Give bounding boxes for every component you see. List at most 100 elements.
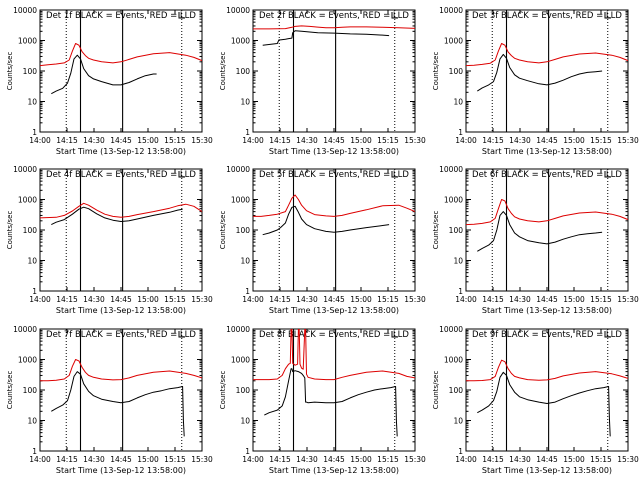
y-tick-label: 1000 [444,196,463,205]
x-axis-label: Start Time (13-Sep-12 13:58:00) [56,306,186,315]
x-axis-label: Start Time (13-Sep-12 13:58:00) [269,466,399,475]
series-lld [40,43,202,67]
x-tick-label: 14:45 [110,295,132,304]
chart-panel-8: Det 8f BLACK = Events, RED = LLD 14:00 14:… [219,325,426,475]
chart-title: Det 8f BLACK = Events, RED = LLD [259,330,409,340]
y-tick-label: 100 [236,226,251,235]
x-tick-label: 14:00 [455,455,477,464]
series-events [477,211,603,252]
y-tick-label: 10000 [226,165,250,174]
series-events [262,30,390,46]
y-tick-label: 10000 [13,6,37,15]
chart-title: Det 5f BLACK = Events, RED = LLD [259,170,409,180]
y-tick-label: 1 [32,447,37,456]
x-axis-label: Start Time (13-Sep-12 13:58:00) [56,466,186,475]
x-tick-label: 15:30 [404,295,426,304]
x-tick-label: 14:00 [455,136,477,145]
corner-marker [178,12,185,19]
x-tick-label: 15:30 [617,136,639,145]
y-tick-label: 1000 [18,196,37,205]
corner-marker [391,12,398,19]
y-axis-label: Counts/sec [6,211,14,250]
x-tick-label: 14:45 [536,295,558,304]
chart-panel-7: Det 7f BLACK = Events, RED = LLD 14:00 14:… [6,325,213,475]
y-tick-label: 10 [27,98,37,107]
series-lld [466,43,628,67]
y-tick-label: 10 [240,417,250,426]
chart-panel-2: Det 2f BLACK = Events, RED = LLD 14:00 14:… [219,6,426,156]
x-tick-label: 15:15 [377,295,399,304]
x-tick-label: 14:30 [509,455,531,464]
chart-title: Det 7f BLACK = Events, RED = LLD [46,330,196,340]
y-axis-label: Counts/sec [432,371,440,410]
y-tick-label: 1000 [231,37,250,46]
chart-title: Det 2f BLACK = Events, RED = LLD [259,11,409,21]
corner-marker [391,171,398,178]
x-tick-label: 14:30 [296,455,318,464]
chart-panel-6: Det 6f BLACK = Events, RED = LLD 14:00 14:… [432,165,639,315]
y-tick-label: 10 [453,257,463,266]
series-lld [253,329,415,381]
y-tick-label: 1 [32,287,37,296]
y-axis-label: Counts/sec [219,52,227,91]
x-tick-label: 14:45 [536,455,558,464]
y-axis-label: Counts/sec [219,211,227,250]
x-tick-label: 14:00 [242,295,264,304]
x-tick-label: 14:30 [83,455,105,464]
x-axis-label: Start Time (13-Sep-12 13:58:00) [269,306,399,315]
series-events [477,53,603,92]
y-tick-label: 100 [23,386,38,395]
x-tick-label: 14:15 [482,136,504,145]
x-tick-label: 15:15 [164,455,186,464]
x-tick-label: 14:00 [242,455,264,464]
y-tick-label: 100 [236,386,251,395]
corner-marker [178,171,185,178]
x-tick-label: 14:15 [269,295,291,304]
plot-frame [465,168,629,292]
y-tick-label: 1000 [18,356,37,365]
chart-title: Det 3f BLACK = Events, RED = LLD [472,11,622,21]
x-tick-label: 15:00 [563,136,585,145]
plot-frame [39,168,203,292]
series-events [264,368,398,437]
x-tick-label: 15:00 [137,295,159,304]
x-axis-label: Start Time (13-Sep-12 13:58:00) [482,306,612,315]
plot-frame [465,328,629,452]
x-tick-label: 14:30 [296,295,318,304]
y-axis-label: Counts/sec [432,211,440,250]
x-tick-label: 15:15 [377,455,399,464]
y-tick-label: 10 [240,257,250,266]
y-tick-label: 1 [32,128,37,137]
chart-panel-4: Det 4f BLACK = Events, RED = LLD 14:00 14:… [6,165,213,315]
y-tick-label: 100 [449,67,464,76]
x-tick-label: 15:00 [563,295,585,304]
x-tick-label: 14:30 [509,295,531,304]
x-tick-label: 14:00 [29,136,51,145]
y-tick-label: 10000 [439,325,463,334]
y-tick-label: 10000 [13,165,37,174]
y-tick-label: 10 [240,98,250,107]
x-tick-label: 14:45 [110,136,132,145]
chart-panel-3: Det 3f BLACK = Events, RED = LLD 14:00 14:… [432,6,639,156]
x-tick-label: 15:00 [350,136,372,145]
series-lld [466,359,628,382]
x-tick-label: 14:00 [29,295,51,304]
x-tick-label: 15:30 [617,455,639,464]
chart-panel-1: Det 1f BLACK = Events, RED = LLD 14:00 14:… [6,6,213,156]
x-axis-label: Start Time (13-Sep-12 13:58:00) [482,147,612,156]
x-tick-label: 15:00 [137,455,159,464]
x-tick-label: 14:00 [242,136,264,145]
x-tick-label: 14:30 [83,136,105,145]
x-tick-label: 15:30 [191,295,213,304]
x-tick-label: 15:30 [191,455,213,464]
y-tick-label: 100 [23,226,38,235]
series-events [51,54,157,95]
y-tick-label: 1000 [231,196,250,205]
x-tick-label: 15:30 [191,136,213,145]
y-tick-label: 10000 [13,325,37,334]
chart-title: Det 4f BLACK = Events, RED = LLD [46,170,196,180]
y-tick-label: 10000 [439,6,463,15]
y-axis-label: Counts/sec [219,371,227,410]
x-tick-label: 15:00 [137,136,159,145]
